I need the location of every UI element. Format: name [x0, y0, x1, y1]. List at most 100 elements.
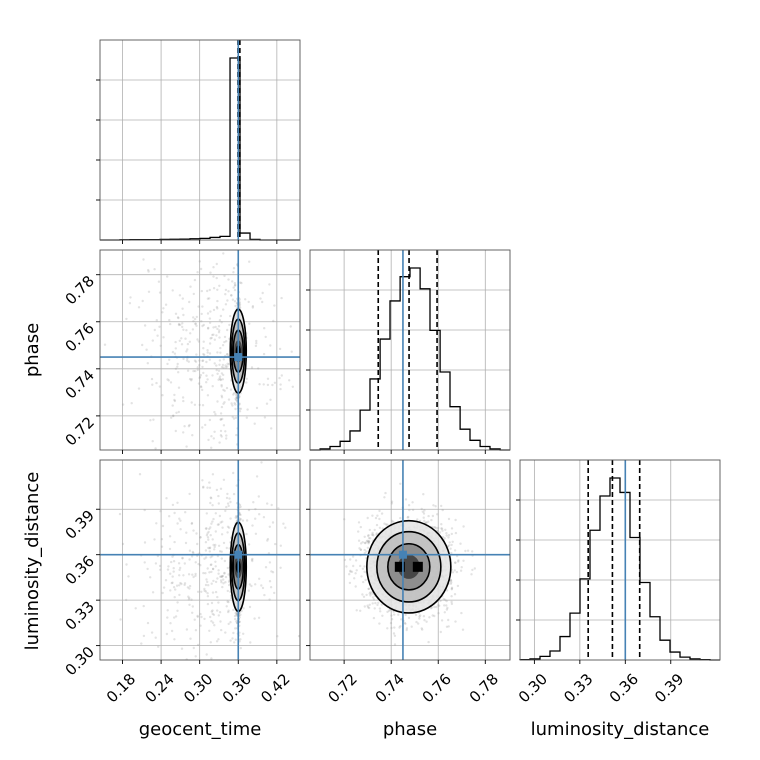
sample-point [229, 388, 233, 391]
sample-point [233, 284, 237, 287]
sample-point [198, 260, 201, 263]
sample-point [404, 498, 408, 501]
sample-point [161, 311, 164, 314]
sample-point [210, 610, 213, 613]
sample-point [271, 571, 275, 574]
sample-point [178, 568, 181, 572]
sample-point [229, 314, 232, 318]
sample-point [204, 423, 207, 427]
sample-point [206, 351, 209, 354]
sample-point [245, 519, 249, 522]
sample-point [210, 657, 213, 660]
sample-point [404, 613, 407, 617]
sample-point [234, 304, 237, 308]
sample-point [208, 571, 211, 574]
sample-point [178, 593, 181, 597]
sample-point [137, 306, 141, 309]
sample-point [172, 414, 175, 417]
sample-point [230, 294, 233, 297]
sample-point [210, 522, 213, 525]
sample-point [179, 566, 182, 570]
sample-point [254, 583, 257, 586]
sample-point [177, 371, 180, 374]
sample-point [204, 572, 207, 575]
sample-point [421, 510, 424, 513]
sample-point [212, 543, 215, 547]
sample-point [218, 550, 222, 553]
sample-point [186, 586, 190, 589]
sample-point [220, 550, 223, 553]
sample-point [235, 484, 238, 487]
sample-point [207, 530, 210, 534]
sample-point [173, 393, 176, 397]
sample-point [226, 600, 229, 603]
sample-point [451, 540, 454, 543]
sample-point [192, 292, 195, 296]
sample-point [191, 328, 195, 331]
sample-point [226, 531, 229, 534]
sample-point [206, 349, 209, 352]
sample-point [205, 578, 208, 581]
sample-point [183, 583, 186, 587]
sample-point [197, 305, 200, 308]
sample-point [258, 513, 261, 516]
sample-point [238, 298, 241, 301]
sample-point [161, 591, 164, 595]
sample-point [166, 705, 168, 707]
sample-point [263, 327, 266, 330]
sample-point [192, 320, 195, 323]
sample-point [201, 479, 204, 482]
sample-point [282, 522, 285, 525]
sample-point [405, 627, 409, 630]
sample-point [216, 307, 219, 310]
sample-point [188, 587, 191, 590]
sample-point [233, 300, 237, 303]
sample-point [343, 518, 346, 521]
sample-point [268, 598, 271, 601]
sample-point [233, 288, 237, 292]
sample-point [363, 541, 367, 545]
sample-point [207, 584, 210, 587]
sample-point [239, 638, 242, 641]
sample-point [249, 641, 252, 644]
sample-point [142, 258, 145, 261]
sample-point [194, 369, 197, 373]
sample-point [194, 322, 197, 325]
sample-point [239, 281, 242, 284]
sample-point [226, 365, 229, 368]
sample-point [216, 595, 219, 599]
sample-point [176, 362, 179, 366]
sample-point [193, 359, 197, 362]
sample-point [202, 340, 205, 343]
sample-point [180, 647, 184, 650]
sample-point [217, 572, 220, 575]
sample-point [234, 403, 237, 406]
sample-point [233, 281, 236, 285]
sample-point [455, 554, 459, 558]
sample-point [211, 567, 215, 571]
sample-point [206, 567, 209, 570]
sample-point [180, 582, 183, 586]
sample-point [255, 342, 258, 345]
sample-point [216, 400, 219, 403]
sample-point [162, 586, 166, 589]
sample-point [222, 358, 225, 361]
sample-point [218, 284, 221, 287]
sample-point [233, 614, 237, 618]
sample-point [238, 518, 242, 522]
sample-point [173, 511, 176, 515]
sample-point [265, 402, 269, 405]
sample-point [248, 605, 252, 609]
sample-point [399, 625, 402, 628]
sample-point [170, 416, 173, 419]
sample-point [189, 637, 192, 640]
sample-point [181, 322, 184, 325]
sample-point [147, 290, 151, 293]
sample-point [279, 383, 282, 386]
sample-point [222, 402, 225, 405]
sample-point [232, 608, 235, 612]
sample-point [447, 625, 450, 628]
sample-point [168, 318, 171, 322]
sample-point [444, 598, 447, 601]
sample-point [209, 641, 212, 644]
